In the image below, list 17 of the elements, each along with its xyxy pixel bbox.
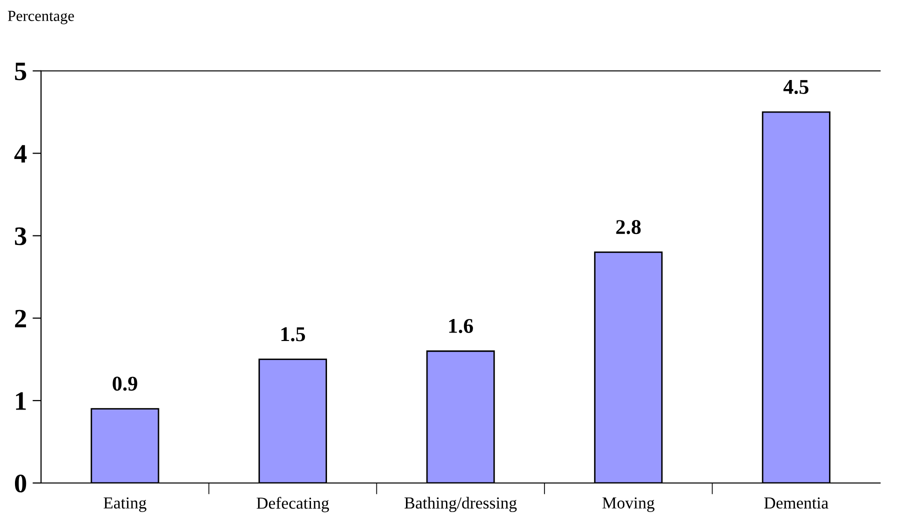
x-tick-label: Bathing/dressing: [404, 496, 517, 512]
y-tick-label: 4: [14, 145, 27, 162]
data-label: 1.6: [449, 319, 473, 334]
x-tick-label: Defecating: [256, 496, 329, 512]
y-tick-label: 2: [15, 310, 26, 328]
y-axis-title: Percentage: [8, 10, 74, 24]
data-label: 4.5: [783, 80, 808, 94]
data-label: 1.5: [281, 327, 306, 342]
x-tick-label: Eating: [104, 497, 146, 512]
y-tick-label: 3: [14, 227, 26, 246]
y-tick-label: 0: [14, 474, 26, 492]
data-label: 2.8: [616, 220, 641, 234]
x-tick-label: Moving: [602, 497, 654, 512]
data-label: 0.9: [112, 376, 138, 391]
y-tick-label: 5: [15, 62, 26, 80]
x-tick-label: Dementia: [764, 497, 828, 509]
y-tick-label: 1: [16, 392, 26, 410]
